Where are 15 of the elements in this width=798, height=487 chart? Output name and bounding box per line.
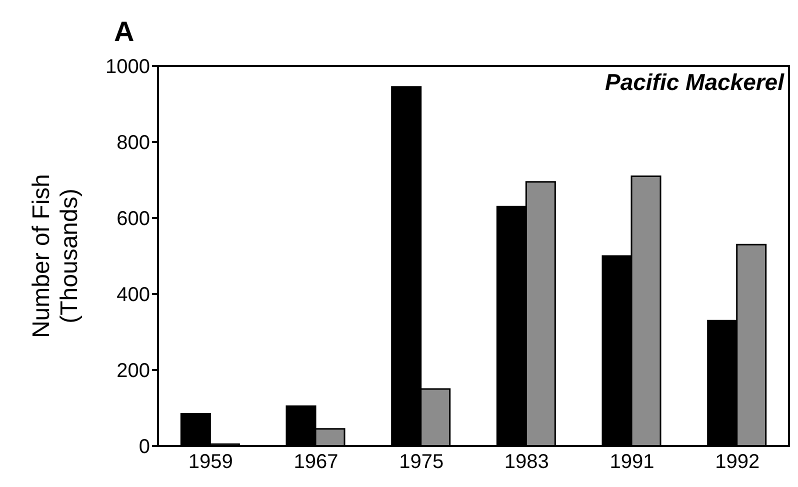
x-tick-label: 1967 (294, 451, 338, 474)
annotation: Pacific Mackerel (604, 69, 784, 96)
chart-title: A (114, 16, 134, 48)
y-tick-label: 1000 (106, 56, 150, 78)
x-tick-label: 1959 (188, 451, 233, 474)
x-tick-label: 1991 (610, 451, 654, 474)
y-tick-label: 400 (116, 284, 150, 306)
y-tick-label: 200 (116, 360, 150, 382)
y-tick-label: 0 (138, 436, 150, 458)
y-axis-title: Number of Fish (Thousands) (28, 174, 83, 338)
y-tick-label: 600 (116, 208, 150, 230)
x-tick-label: 1975 (399, 451, 444, 474)
x-tick-label: 1983 (504, 451, 549, 474)
y-tick-label: 800 (116, 132, 150, 154)
x-tick-label: 1992 (715, 451, 760, 474)
